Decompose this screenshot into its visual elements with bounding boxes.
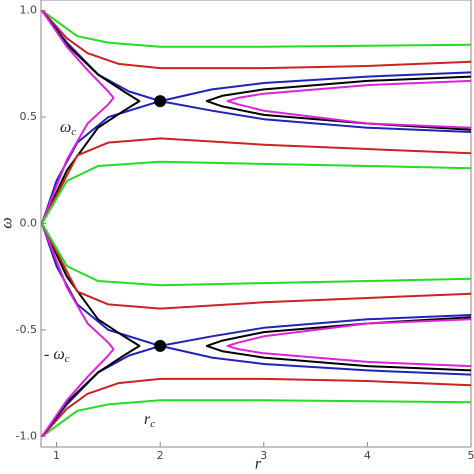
annotation-sub: c — [71, 126, 76, 138]
annotation-text: ω — [60, 119, 71, 136]
annotation: rc — [144, 411, 155, 430]
curve — [41, 223, 141, 437]
curve — [41, 10, 115, 224]
x-axis-label: r — [255, 456, 262, 473]
annotation: ωc — [60, 119, 76, 138]
y-axis-label: ω — [0, 217, 16, 228]
x-tick-label: 1 — [53, 449, 60, 462]
y-tick-label: 0.5 — [20, 110, 38, 123]
critical-point — [154, 95, 167, 108]
annotation-text: r — [144, 411, 151, 428]
x-tick-label: 4 — [364, 449, 371, 462]
plot-frame — [40, 0, 472, 448]
critical-point — [154, 339, 167, 352]
y-tick-label: -0.5 — [16, 323, 37, 336]
x-tick-label: 5 — [468, 449, 474, 462]
curve — [205, 75, 472, 131]
curve — [226, 79, 472, 129]
annotation-sub: c — [150, 418, 155, 430]
curve — [41, 9, 472, 70]
annotation-text: - ω — [44, 346, 65, 363]
y-tick-label: 0.0 — [20, 217, 38, 230]
curve — [41, 9, 472, 48]
y-tick-label: 1.0 — [20, 4, 38, 17]
annotation: - ωc — [44, 346, 70, 365]
curve — [41, 137, 472, 224]
curve — [41, 222, 472, 287]
curve — [41, 10, 141, 224]
annotation-sub: c — [65, 353, 70, 365]
curve — [205, 316, 472, 372]
curve — [41, 223, 472, 310]
curve — [41, 160, 472, 225]
curve — [41, 399, 472, 438]
curve — [41, 223, 115, 437]
x-tick-label: 3 — [260, 449, 267, 462]
x-tick-label: 2 — [157, 449, 164, 462]
curve — [226, 318, 472, 368]
y-tick-label: -1.0 — [16, 429, 37, 442]
curve — [41, 377, 472, 438]
